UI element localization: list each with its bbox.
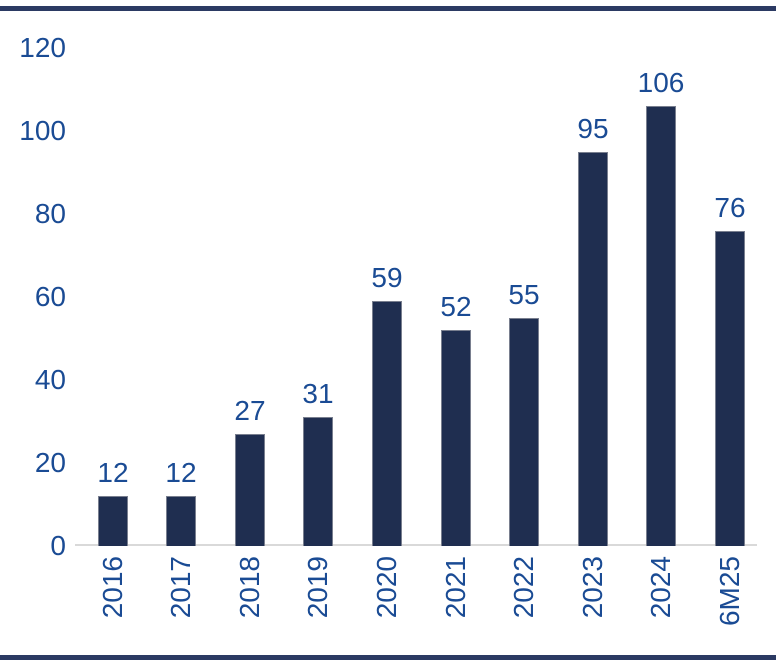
bar-value-label: 52 [440,291,472,322]
y-axis-tick-label: 20 [34,447,66,478]
y-axis-tick-label: 80 [34,198,66,229]
bar-value-label: 12 [97,457,129,488]
bar-value-label: 12 [165,457,197,488]
bar-value-label: 55 [508,279,540,310]
bar-2024 [646,106,676,546]
x-axis-tick-label: 2018 [234,556,265,619]
y-axis-tick-label: 60 [34,281,66,312]
bar-2018 [235,434,265,546]
y-axis-tick-label: 0 [50,530,66,561]
bar-value-label: 31 [302,378,334,409]
x-axis-line [75,544,757,546]
bar-2017 [166,496,196,546]
x-axis-tick-label: 2022 [508,556,539,619]
x-axis-tick-label: 2024 [645,556,676,619]
top-border-rule [0,6,776,11]
bar-2023 [578,152,608,546]
x-axis-tick-label: 6M25 [714,556,745,627]
bar-6M25 [715,231,745,546]
x-axis-tick-label: 2023 [577,556,608,619]
bar-2020 [372,301,402,546]
bar-value-label: 59 [371,262,403,293]
y-axis-tick-label: 120 [19,32,66,63]
x-axis-tick-label: 2019 [302,556,333,619]
bar-value-label: 106 [637,67,685,98]
x-axis-tick-label: 2021 [440,556,471,619]
bottom-border-rule [0,655,776,660]
bar-2021 [441,330,471,546]
x-axis-tick-label: 2020 [371,556,402,619]
bar-2016 [98,496,128,546]
x-axis-tick-label: 2017 [165,556,196,619]
y-axis-tick-label: 100 [19,115,66,146]
bar-2022 [509,318,539,546]
bar-value-label: 27 [234,395,266,426]
bar-value-label: 95 [577,113,609,144]
y-axis-tick-label: 40 [34,364,66,395]
bar-2019 [303,417,333,546]
bar-value-label: 76 [714,192,746,223]
x-axis-tick-label: 2016 [97,556,128,619]
